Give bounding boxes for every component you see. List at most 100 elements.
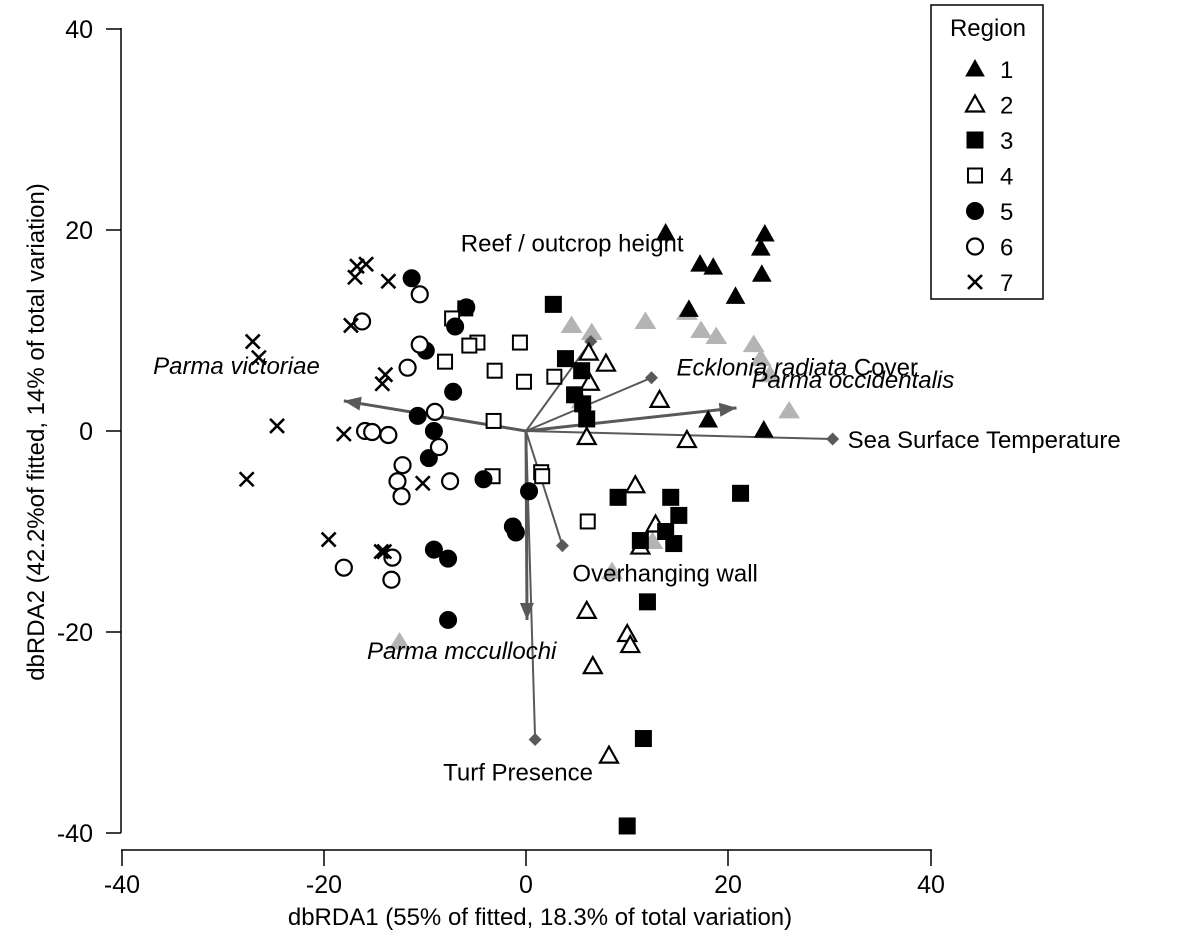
region-7-point [377, 366, 394, 383]
y-tick-label: 40 [65, 16, 93, 44]
x-tick-label: 40 [917, 871, 945, 899]
region-7-point [414, 475, 431, 492]
vector-line [525, 406, 737, 433]
legend-label: 6 [1000, 235, 1013, 262]
grey-point-marker [634, 311, 657, 329]
x-axis: -40 -20 0 20 40 dbRDA1 (55% of fitted, 1… [104, 849, 945, 931]
region-3-point [670, 506, 688, 524]
region-3-point [609, 488, 627, 506]
region-2-point [578, 371, 601, 391]
region-4-point [546, 368, 563, 385]
x-axis-title: dbRDA1 (55% of fitted, 18.3% of total va… [288, 904, 792, 931]
legend-marker-region-1 [965, 58, 985, 77]
region-3-point [574, 395, 592, 413]
region-7-point [320, 531, 337, 548]
region-3-point [662, 488, 680, 506]
region-3-point [665, 535, 683, 553]
region-4-point [579, 513, 596, 530]
region-2-point [598, 744, 620, 764]
region-7-point [373, 543, 390, 560]
region-3-point [556, 350, 574, 368]
region-4-point [437, 353, 454, 370]
region-7-point [250, 349, 267, 366]
points-layer [238, 222, 775, 835]
grey-point-marker [742, 334, 765, 353]
y-tick-label: -20 [57, 619, 93, 647]
vector-labels-layer: Parma victoriae Parma occidentalis Parma m… [153, 231, 1121, 787]
grey-point-marker [690, 320, 712, 338]
region-3-point [618, 817, 636, 835]
region-7-point [374, 375, 391, 392]
legend-label: 2 [1000, 93, 1013, 120]
region-6-point [410, 335, 429, 354]
grey-point-marker [758, 364, 781, 383]
region-3-point [631, 532, 649, 550]
region-1-point [751, 264, 772, 282]
region-5-point [474, 470, 493, 489]
region-5-point [408, 406, 427, 425]
region-2-point [581, 654, 604, 675]
grey-point-marker [778, 400, 801, 419]
region-2-point [575, 425, 598, 446]
region-6-point [379, 425, 398, 445]
legend-marker-region-3 [966, 131, 984, 149]
legend-items: 1 2 3 4 5 6 7 [964, 57, 1013, 297]
y-axis: 40 20 0 -20 -40 dbRDA2 (42.2%of fitted, … [23, 16, 122, 848]
grey-points-layer [388, 302, 801, 650]
vector-arrowhead [718, 402, 737, 417]
vector-label: Parma occidentalis [751, 367, 954, 394]
region-3-point [578, 410, 596, 428]
vector-end-diamond [528, 733, 542, 747]
region-6-point [398, 358, 417, 377]
region-7-point [380, 273, 397, 290]
vector-label: Overhanging wall [572, 561, 757, 588]
x-tick-label: 0 [519, 871, 533, 899]
region-7-point [244, 333, 261, 350]
legend-label: 1 [1000, 57, 1013, 84]
legend-label: 4 [1000, 164, 1013, 191]
region-4-point [515, 373, 532, 390]
region-4-point [461, 337, 478, 354]
vectors-layer [343, 335, 840, 747]
grey-point-marker [388, 632, 411, 650]
region-2-point [595, 352, 617, 372]
region-4-point [511, 334, 528, 351]
region-2-point [575, 599, 598, 619]
region-6-point [334, 558, 353, 577]
legend-marker-region-7 [967, 274, 983, 290]
grey-point-marker [560, 315, 583, 333]
grey-point-marker [749, 348, 772, 367]
region-5-point [439, 610, 458, 629]
vector-line [525, 430, 537, 740]
region-1-point [703, 257, 724, 275]
legend-box [930, 4, 1044, 300]
region-5-point [424, 422, 443, 440]
region-1-point [754, 224, 775, 242]
vector-arrowhead [343, 396, 362, 411]
legend-title: Region [950, 15, 1026, 42]
region-1-point [690, 254, 710, 272]
grey-point-marker [705, 326, 728, 345]
region-6-point [429, 437, 449, 457]
y-tick-label: -40 [57, 820, 93, 848]
region-2-point [616, 622, 639, 643]
vector-end-diamond [555, 539, 569, 553]
x-tick-label: -40 [104, 871, 140, 899]
vector-label: Sea Surface Temperature [848, 427, 1121, 454]
region-5-point [439, 549, 458, 568]
region-7-point [335, 426, 352, 442]
x-tick-label: -20 [306, 871, 342, 899]
region-3-point [634, 730, 652, 748]
region-4-point [534, 468, 551, 485]
legend-label: 7 [1000, 270, 1013, 297]
x-tick-label: 20 [714, 871, 742, 899]
vector-label: Ecklonia radiata Cover [676, 355, 917, 382]
region-6-point [393, 456, 412, 475]
region-1-point [679, 299, 699, 317]
region-1-point [753, 419, 774, 438]
legend-label: 3 [1000, 128, 1013, 155]
vector-end-diamond [644, 371, 658, 385]
legend-marker-region-6 [965, 237, 985, 256]
region-5-point [457, 298, 476, 317]
